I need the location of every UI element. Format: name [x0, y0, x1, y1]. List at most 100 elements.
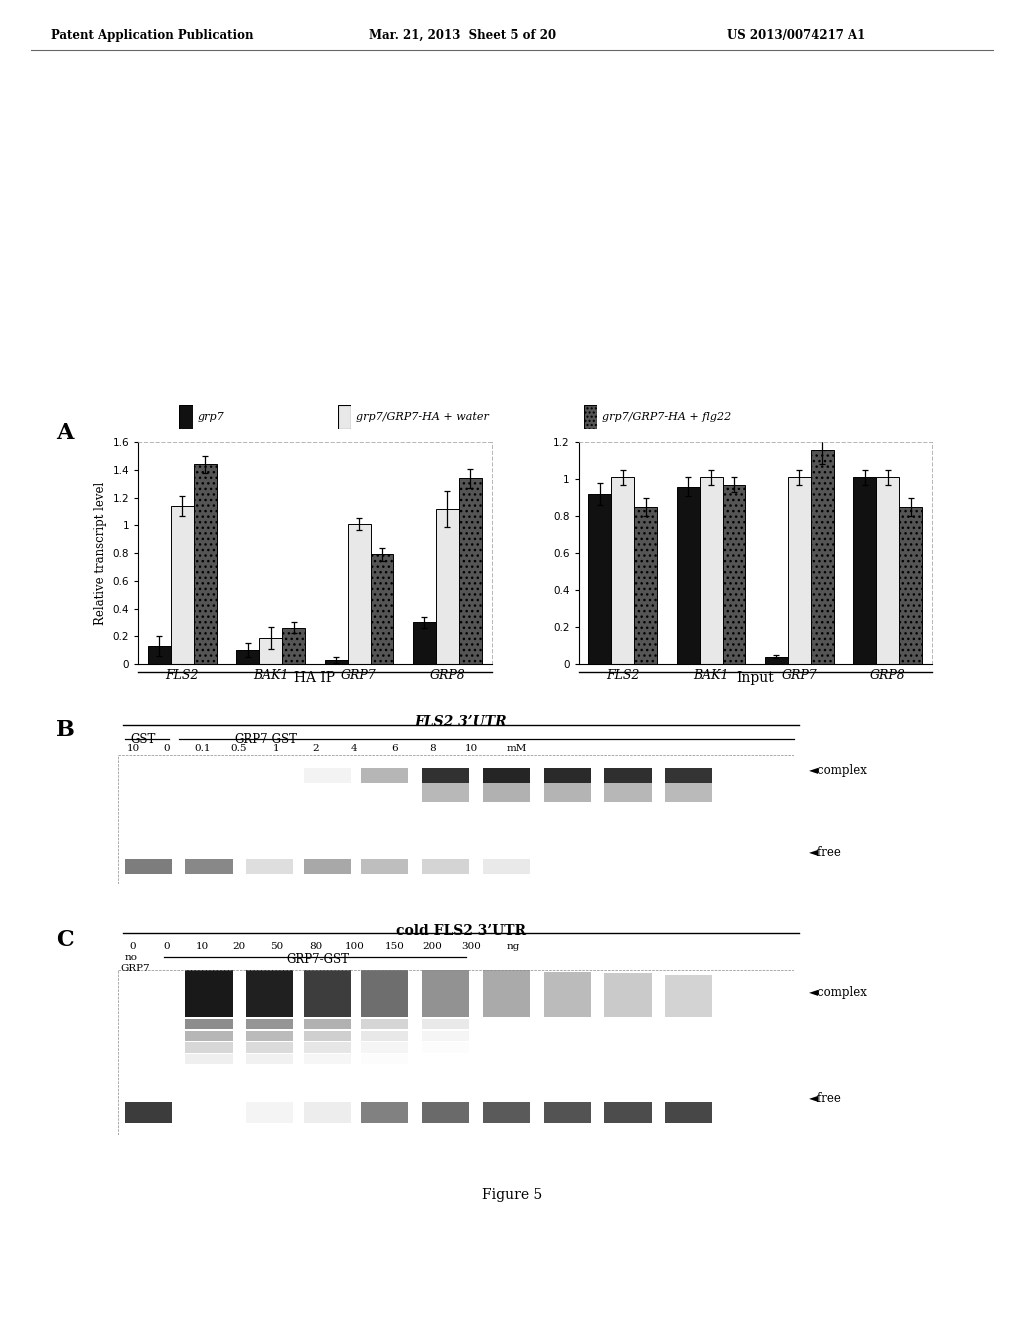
Bar [611, 478, 634, 664]
Bar [347, 524, 371, 664]
Bar [185, 1019, 232, 1030]
Bar [361, 1102, 409, 1123]
Text: Patent Application Publication: Patent Application Publication [51, 29, 254, 42]
Bar [422, 768, 469, 783]
Bar [634, 507, 657, 664]
Text: 200: 200 [422, 942, 442, 952]
Text: grp7: grp7 [198, 412, 224, 422]
Text: no: no [125, 953, 138, 962]
Bar [303, 1019, 351, 1030]
Bar [765, 656, 787, 664]
Text: 8: 8 [429, 744, 435, 754]
Bar [303, 1055, 351, 1064]
Text: 10: 10 [197, 942, 209, 952]
Bar [303, 1031, 351, 1041]
Bar [604, 973, 651, 1018]
Bar [544, 1102, 591, 1123]
Text: mM: mM [507, 744, 527, 754]
Bar [482, 768, 530, 783]
Bar [303, 1102, 351, 1123]
Bar [413, 623, 436, 664]
Bar [482, 970, 530, 1018]
Bar [303, 858, 351, 874]
Bar [422, 783, 469, 803]
Bar [361, 1055, 409, 1064]
Bar [666, 783, 713, 803]
Text: grp7/GRP7-HA + water: grp7/GRP7-HA + water [356, 412, 489, 422]
Bar [259, 638, 283, 664]
Bar [666, 768, 713, 783]
Text: GRP7-GST: GRP7-GST [286, 953, 349, 966]
Bar [283, 628, 305, 664]
Text: cold FLS2 3’UTR: cold FLS2 3’UTR [396, 924, 525, 939]
Text: FLS2 3’UTR: FLS2 3’UTR [415, 715, 507, 730]
Text: GRP7-GST: GRP7-GST [234, 733, 298, 746]
Bar [482, 1102, 530, 1123]
Bar [422, 858, 469, 874]
Text: US 2013/0074217 A1: US 2013/0074217 A1 [727, 29, 865, 42]
Bar [666, 974, 713, 1018]
Bar [361, 1031, 409, 1041]
Text: GST: GST [130, 733, 156, 746]
Bar [185, 1043, 232, 1053]
Bar [544, 783, 591, 803]
Bar [246, 1102, 294, 1123]
Text: 0: 0 [130, 942, 136, 952]
Bar [422, 1055, 469, 1064]
Text: ◄complex: ◄complex [809, 986, 867, 999]
Bar [677, 487, 699, 664]
Bar [877, 478, 899, 664]
Bar [125, 858, 172, 874]
Bar [459, 478, 482, 664]
Text: GRP7: GRP7 [121, 964, 151, 973]
Bar [147, 645, 171, 664]
Bar [422, 1019, 469, 1030]
Text: 10: 10 [127, 744, 139, 754]
Bar [303, 957, 351, 1018]
Bar [588, 494, 611, 664]
Bar [303, 1043, 351, 1053]
Text: Mar. 21, 2013  Sheet 5 of 20: Mar. 21, 2013 Sheet 5 of 20 [369, 29, 556, 42]
Bar [723, 484, 745, 664]
Bar [544, 768, 591, 783]
Bar [185, 1055, 232, 1064]
Bar [422, 1102, 469, 1123]
Bar [544, 972, 591, 1018]
Text: Input: Input [736, 672, 774, 685]
Bar [699, 478, 723, 664]
Bar [853, 478, 877, 664]
Text: 150: 150 [384, 942, 404, 952]
Bar [604, 1102, 651, 1123]
Bar [361, 768, 409, 783]
Bar [194, 465, 217, 664]
Y-axis label: Relative transcript level: Relative transcript level [94, 482, 108, 624]
Bar [246, 1031, 294, 1041]
Bar [246, 858, 294, 874]
Bar [185, 858, 232, 874]
Bar [422, 1043, 469, 1053]
Text: grp7/GRP7-HA + flg22: grp7/GRP7-HA + flg22 [602, 412, 731, 422]
Bar [899, 507, 923, 664]
Text: 10: 10 [465, 744, 477, 754]
Text: A: A [56, 422, 74, 445]
Text: B: B [56, 719, 75, 742]
Bar [371, 554, 393, 664]
Text: 0.1: 0.1 [195, 744, 211, 754]
Text: 4: 4 [351, 744, 357, 754]
Bar [246, 1043, 294, 1053]
Text: ng: ng [507, 942, 520, 952]
Bar [246, 1019, 294, 1030]
Bar [422, 1031, 469, 1041]
Bar [604, 783, 651, 803]
Text: 50: 50 [270, 942, 283, 952]
Bar [185, 1031, 232, 1041]
Text: 300: 300 [461, 942, 481, 952]
Text: 100: 100 [344, 942, 365, 952]
Bar [361, 962, 409, 1018]
Bar [482, 783, 530, 803]
Text: 0.5: 0.5 [230, 744, 247, 754]
Bar [303, 768, 351, 783]
Text: ◄free: ◄free [809, 1092, 842, 1105]
Bar [171, 506, 194, 664]
Bar [361, 1043, 409, 1053]
